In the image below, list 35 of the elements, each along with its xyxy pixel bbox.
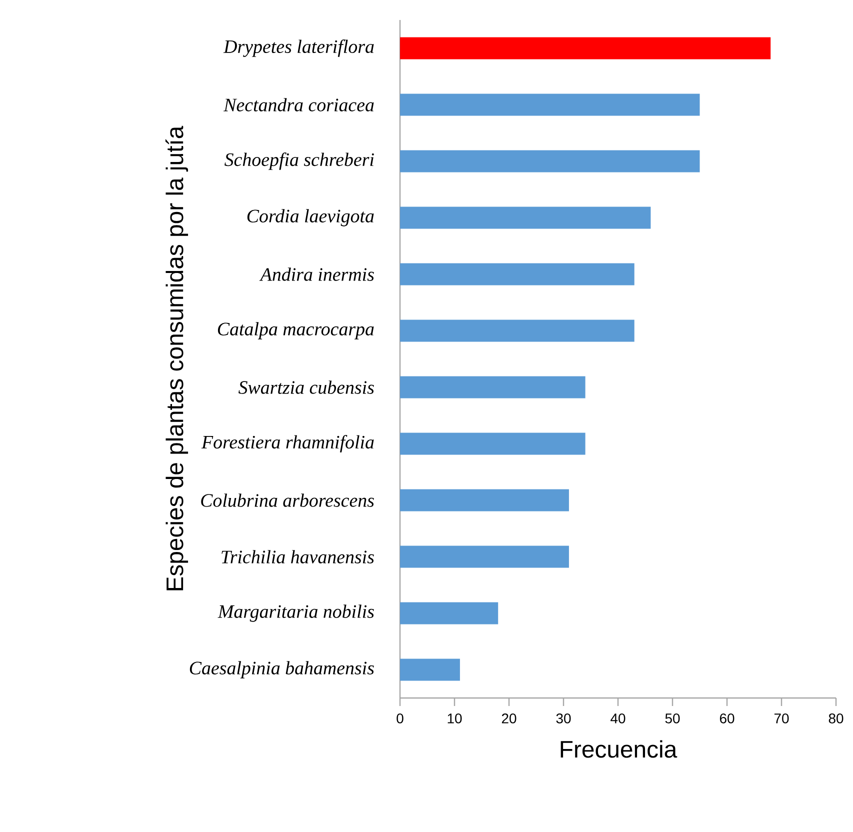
y-tick-label: Drypetes lateriflora — [223, 40, 374, 57]
x-tick-label: 50 — [665, 713, 680, 724]
y-tick-label: Cordia laevigota — [247, 209, 374, 226]
x-tick-label: 80 — [828, 713, 844, 724]
x-tick-label: 40 — [610, 713, 626, 724]
y-tick-label: Swartzia cubensis — [238, 380, 374, 394]
bar — [400, 150, 700, 172]
y-tick-label: Nectandra coriacea — [223, 98, 374, 112]
y-tick-label: Forestiera rhamnifolia — [201, 435, 374, 452]
y-tick-label: Caesalpinia bahamensis — [190, 661, 374, 678]
y-tick-label: Andira inermis — [259, 268, 374, 281]
x-tick-label: 0 — [396, 713, 404, 724]
y-axis-title: Especies de plantas consumidas por la jutía — [165, 126, 188, 590]
y-tick-label: Trichilia havanensis — [222, 550, 374, 564]
bar — [400, 546, 569, 568]
bar — [400, 263, 634, 286]
bar — [400, 376, 586, 398]
y-tick-label: Catalpa macrocarpa — [218, 322, 374, 340]
y-tick-label: Margaritaria nobilis — [218, 604, 374, 622]
bar — [400, 320, 634, 342]
y-tick-label: Schoepfia schreberi — [224, 152, 374, 170]
y-tick-label: Colubrina arborescens — [201, 494, 374, 507]
bar — [400, 37, 771, 60]
bar — [400, 432, 586, 455]
x-tick-label: 10 — [448, 713, 462, 724]
bar — [400, 658, 460, 681]
x-tick-label: 30 — [556, 713, 571, 724]
x-tick-label: 20 — [502, 713, 516, 724]
bar — [400, 206, 651, 229]
x-tick-label: 70 — [774, 713, 789, 724]
bar — [400, 94, 700, 116]
x-tick-label: 60 — [720, 713, 734, 724]
bar — [400, 602, 498, 624]
x-axis-title: Frecuencia — [560, 740, 678, 758]
bar — [400, 489, 569, 512]
